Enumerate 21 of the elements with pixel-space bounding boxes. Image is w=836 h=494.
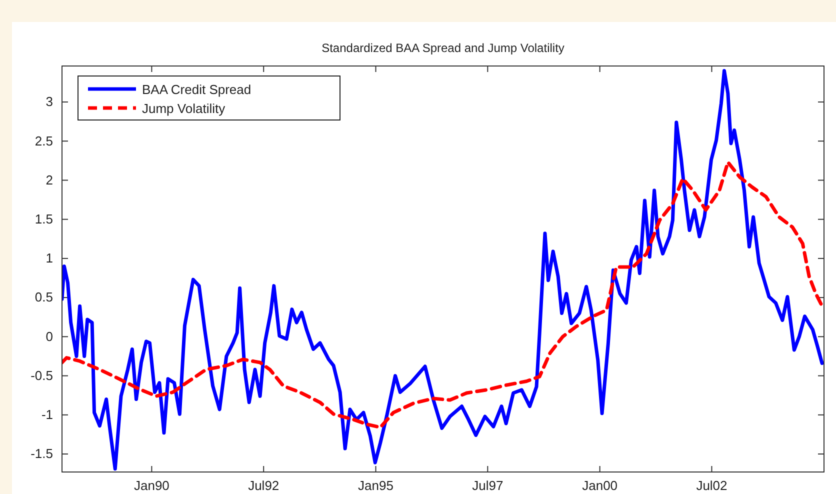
y-tick-label: -1 — [41, 407, 53, 422]
x-tick-label: Jul02 — [696, 478, 728, 494]
chart-title: Standardized BAA Spread and Jump Volatility — [322, 41, 564, 55]
y-tick-label: 2 — [46, 172, 53, 188]
x-tick-label: Jan95 — [358, 478, 394, 494]
x-tick-label: Jan90 — [134, 478, 170, 494]
y-tick-label: 2.5 — [34, 133, 53, 148]
y-tick-label: 0.5 — [34, 290, 53, 305]
x-tick-label: Jul97 — [472, 478, 504, 494]
y-tick-label: -1.5 — [30, 446, 53, 462]
legend-label: BAA Credit Spread — [142, 82, 252, 97]
y-tick-label: 0 — [46, 328, 53, 344]
y-tick-label: 1 — [46, 250, 53, 266]
y-tick-label: 1.5 — [34, 211, 53, 226]
line-series — [62, 160, 824, 430]
legend-label: Jump Volatility — [142, 101, 226, 116]
line-series — [62, 68, 824, 471]
x-tick-label: Jan00 — [582, 478, 618, 494]
y-tick-label: 3 — [46, 94, 53, 110]
y-tick-label: -0.5 — [30, 368, 53, 383]
x-tick-label: Jul92 — [248, 478, 280, 494]
